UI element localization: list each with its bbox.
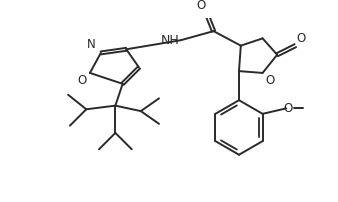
Text: O: O	[265, 74, 274, 87]
Text: O: O	[284, 102, 293, 115]
Text: NH: NH	[161, 34, 180, 47]
Text: O: O	[77, 74, 86, 87]
Text: O: O	[196, 0, 206, 12]
Text: O: O	[296, 32, 306, 45]
Text: N: N	[87, 38, 95, 51]
